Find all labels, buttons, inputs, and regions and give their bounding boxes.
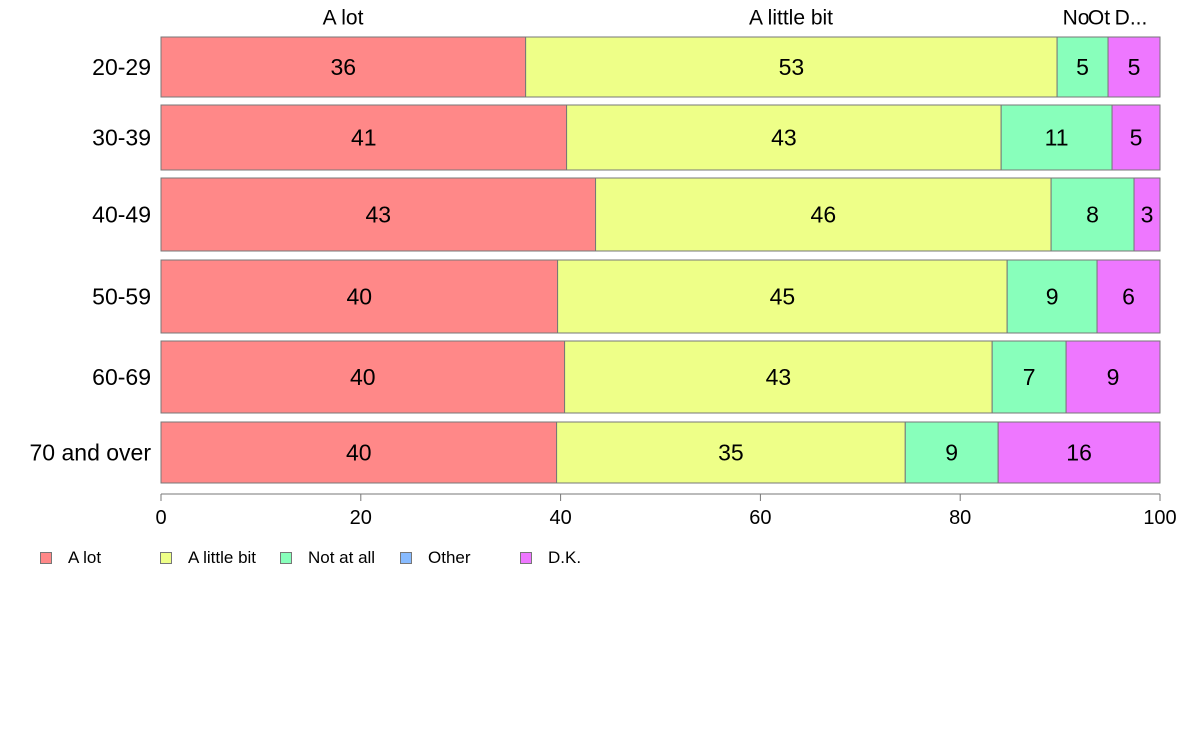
legend-label: Not at all <box>308 548 376 567</box>
legend-swatch <box>520 552 532 564</box>
value-label: 43 <box>365 202 391 228</box>
x-tick-label: 0 <box>155 507 166 529</box>
bar-segment <box>1107 36 1161 98</box>
x-tick-label: 100 <box>1143 507 1176 529</box>
bar-segment <box>556 421 906 484</box>
value-label: 45 <box>770 284 796 310</box>
value-label: 8 <box>1086 202 1099 228</box>
series-top-label: A little bit <box>749 7 833 30</box>
value-label: 9 <box>945 440 958 466</box>
legend-label: Other <box>428 548 471 567</box>
bar-segment <box>557 259 1008 334</box>
value-label: 7 <box>1023 364 1036 390</box>
series-top-label: A lot <box>323 7 364 30</box>
value-label: 43 <box>766 364 792 390</box>
x-tick-label: 20 <box>350 507 372 529</box>
bar-segment <box>1000 104 1113 171</box>
legend-item: Not at all <box>280 548 376 567</box>
legend-item: A little bit <box>160 548 257 567</box>
category-label: 50-59 <box>92 284 151 310</box>
legend-swatch <box>280 552 292 564</box>
value-label: 9 <box>1107 364 1120 390</box>
bar-segment <box>595 177 1052 252</box>
series-top-label: D... <box>1115 7 1148 30</box>
bar-segment <box>1056 36 1109 98</box>
bar-segment <box>1096 259 1161 334</box>
value-label: 5 <box>1130 125 1143 151</box>
bar-segment <box>1133 177 1161 252</box>
value-label: 40 <box>350 364 376 390</box>
x-tick-label: 80 <box>949 507 971 529</box>
value-label: 5 <box>1076 54 1089 80</box>
category-label: 20-29 <box>92 54 151 80</box>
legend-label: A lot <box>68 548 102 567</box>
legend-item: D.K. <box>520 548 582 567</box>
bar-segment <box>160 340 566 414</box>
category-label: 70 and over <box>30 440 152 466</box>
value-label: 36 <box>331 54 357 80</box>
value-label: 35 <box>718 440 744 466</box>
value-label: 53 <box>779 54 805 80</box>
category-label: 60-69 <box>92 364 151 390</box>
bar-segment <box>1065 340 1161 414</box>
series-top-label: No <box>1063 7 1090 30</box>
series-top-label: Ot <box>1088 7 1110 30</box>
bar-segment <box>904 421 999 484</box>
value-label: 6 <box>1122 284 1135 310</box>
bar-segment <box>160 104 568 171</box>
bar-segment <box>160 259 559 334</box>
bar-segment <box>525 36 1058 98</box>
legend: A lot A little bit Not at all Other D.K. <box>40 548 740 567</box>
bar-segment <box>160 421 558 484</box>
legend-swatch <box>400 552 412 564</box>
legend-label: A little bit <box>188 548 257 567</box>
legend-item: A lot <box>40 548 102 567</box>
legend-swatch <box>40 552 52 564</box>
bar-segment <box>160 177 597 252</box>
value-label: 40 <box>347 284 373 310</box>
value-label: 16 <box>1066 440 1092 466</box>
value-label: 5 <box>1128 54 1141 80</box>
value-label: 11 <box>1045 125 1069 151</box>
x-tick-label: 60 <box>749 507 771 529</box>
value-label: 3 <box>1141 202 1154 228</box>
legend-swatch <box>160 552 172 564</box>
value-label: 46 <box>811 202 837 228</box>
bar-segment <box>566 104 1002 171</box>
category-label: 30-39 <box>92 125 151 151</box>
x-tick-label: 40 <box>549 507 571 529</box>
bar-segment <box>997 421 1161 484</box>
category-label: 40-49 <box>92 202 151 228</box>
bar-segment <box>991 340 1067 414</box>
value-label: 9 <box>1046 284 1059 310</box>
legend-label: D.K. <box>548 548 582 567</box>
legend-item: Other <box>400 548 471 567</box>
bar-segment <box>564 340 993 414</box>
value-label: 43 <box>771 125 797 151</box>
bar-segment <box>160 36 527 98</box>
bar-segment <box>1111 104 1161 171</box>
value-label: 41 <box>351 125 377 151</box>
value-label: 40 <box>346 440 372 466</box>
